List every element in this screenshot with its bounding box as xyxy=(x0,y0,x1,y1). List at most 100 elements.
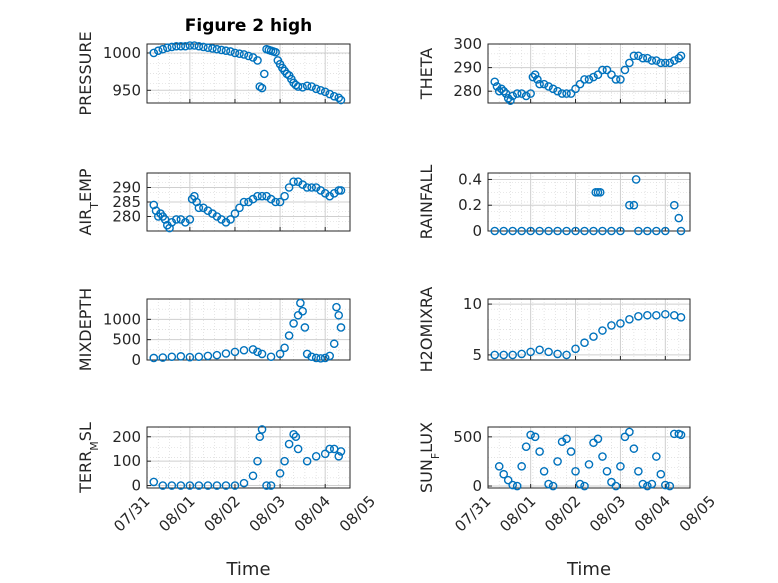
data-point xyxy=(185,352,195,362)
data-point xyxy=(598,226,607,236)
data-point xyxy=(589,72,598,82)
data-point xyxy=(625,315,634,324)
data-point xyxy=(226,215,235,224)
data-point xyxy=(167,42,177,52)
data-point xyxy=(291,432,301,442)
data-point xyxy=(320,87,330,97)
data-point xyxy=(176,481,186,490)
x-tick-label: 08/05 xyxy=(336,492,379,535)
data-point xyxy=(190,41,199,50)
data-point xyxy=(230,48,240,58)
data-point xyxy=(300,323,310,332)
data-point xyxy=(503,93,513,103)
data-point xyxy=(598,452,607,461)
data-point xyxy=(203,43,213,53)
data-point xyxy=(616,226,625,236)
data-point xyxy=(616,319,625,328)
data-point xyxy=(595,188,605,197)
data-point xyxy=(334,310,344,320)
data-point xyxy=(620,432,630,442)
data-point xyxy=(643,310,652,320)
data-point xyxy=(593,434,603,444)
data-point xyxy=(499,350,509,360)
data-point xyxy=(647,479,657,489)
subplot-4: 0 0.2 0.4 RAINFALL xyxy=(417,165,691,240)
data-point xyxy=(607,70,616,79)
data-point xyxy=(158,353,168,362)
data-point xyxy=(553,226,562,236)
data-point xyxy=(575,79,585,89)
data-point xyxy=(257,83,267,93)
x-tick-label: 08/01 xyxy=(155,492,198,535)
data-point xyxy=(553,349,562,359)
y-tick-label: 100 xyxy=(112,452,141,470)
data-point xyxy=(492,82,502,91)
data-point xyxy=(253,347,262,357)
x-tick-label: 07/31 xyxy=(451,492,494,535)
data-point xyxy=(589,226,598,236)
y-tick-label: 285 xyxy=(112,193,141,211)
data-point xyxy=(296,298,305,308)
data-point xyxy=(548,84,558,94)
data-point xyxy=(275,349,285,359)
data-point xyxy=(535,226,544,236)
y-tick-label: 0.4 xyxy=(458,170,482,188)
data-point xyxy=(253,56,262,65)
data-point xyxy=(334,451,344,461)
data-point xyxy=(257,425,267,434)
y-tick-label: 0 xyxy=(131,477,141,495)
data-point xyxy=(336,95,346,105)
data-point xyxy=(544,82,553,91)
subplot-8: 0 500 SUNFLUX 07/31 08/01 08/02 08/03 08/04 08/0… xyxy=(417,422,719,580)
data-point xyxy=(235,49,244,59)
data-point xyxy=(257,349,267,359)
data-point xyxy=(544,479,553,489)
data-point xyxy=(302,81,312,91)
data-point xyxy=(611,75,621,84)
data-point xyxy=(244,51,253,61)
data-point xyxy=(607,321,616,330)
data-point xyxy=(332,302,341,312)
data-point xyxy=(336,186,346,195)
data-point xyxy=(517,349,526,359)
y-axis-label: PRESSURE xyxy=(76,31,95,115)
data-point xyxy=(194,41,204,51)
data-point xyxy=(239,345,249,355)
data-point xyxy=(329,91,339,101)
y-axis-label: H2OMIXRA xyxy=(417,287,436,373)
data-point xyxy=(643,226,652,236)
data-point xyxy=(607,226,616,236)
data-point xyxy=(652,310,661,320)
data-point xyxy=(589,438,598,448)
data-point xyxy=(320,353,330,363)
data-point xyxy=(212,44,222,54)
x-tick-label: 08/01 xyxy=(496,492,539,535)
data-point xyxy=(266,481,276,490)
data-point xyxy=(302,456,312,466)
y-axis-label: RAINFALL xyxy=(417,165,436,240)
data-point xyxy=(176,41,186,51)
data-point xyxy=(656,469,666,479)
y-tick-label: 300 xyxy=(453,35,482,53)
data-point xyxy=(253,191,262,201)
data-point xyxy=(289,430,298,439)
data-point xyxy=(544,347,553,357)
data-point xyxy=(528,72,538,82)
data-point xyxy=(275,469,285,478)
data-point xyxy=(530,432,540,442)
y-tick-label: 1000 xyxy=(103,44,141,62)
y-tick-label: 10 xyxy=(463,295,482,313)
data-point xyxy=(289,177,298,186)
data-point xyxy=(571,226,580,236)
y-tick-label: 280 xyxy=(112,208,141,226)
data-point xyxy=(255,432,265,442)
data-point xyxy=(336,323,346,332)
data-point xyxy=(221,349,231,358)
axes-box xyxy=(487,43,691,104)
data-point xyxy=(620,65,630,75)
data-point xyxy=(508,350,517,360)
data-point xyxy=(598,65,607,75)
y-tick-label: 280 xyxy=(453,82,482,100)
